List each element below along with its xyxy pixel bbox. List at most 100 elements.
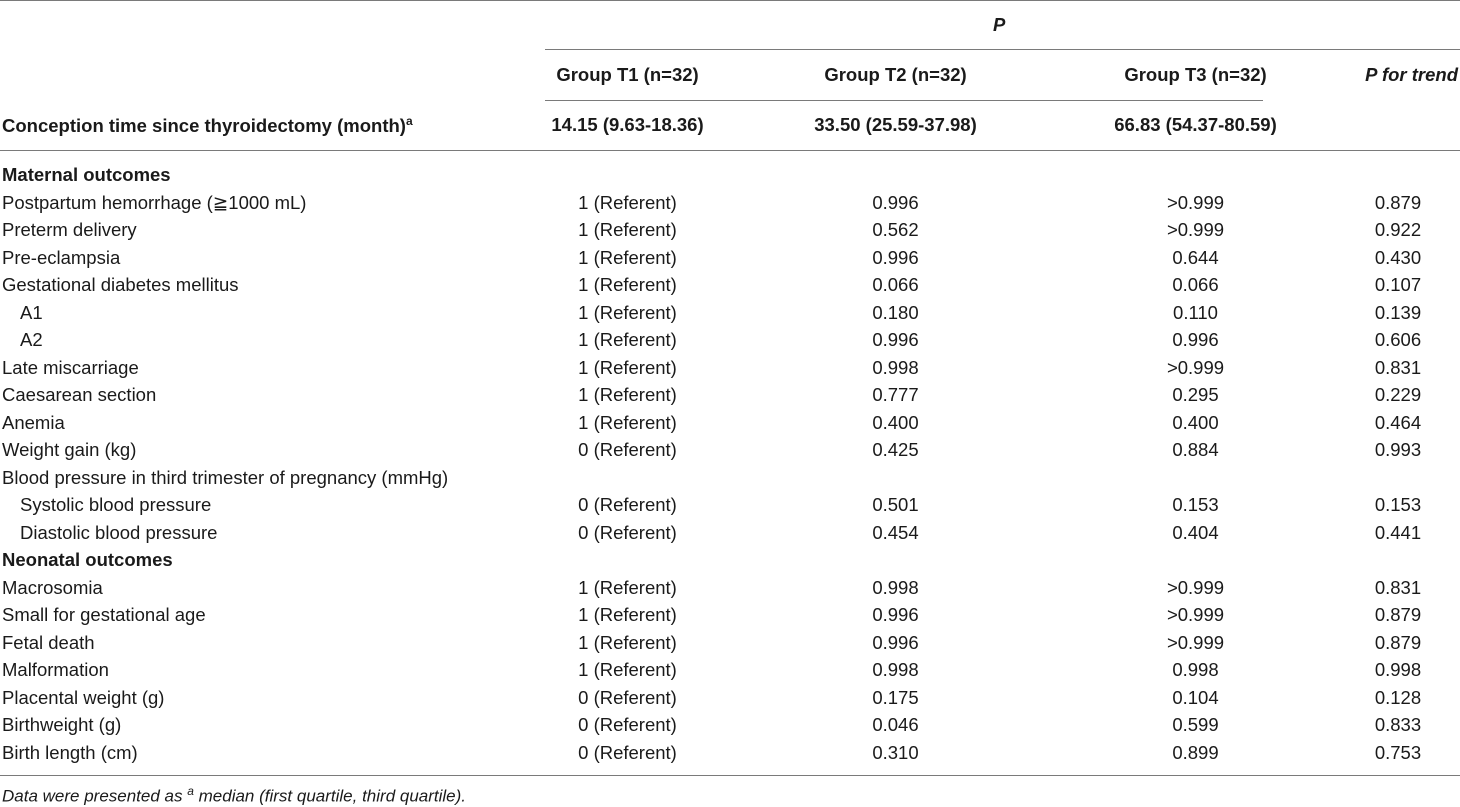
conception-time-t1: 14.15 (9.63-18.36): [551, 114, 704, 135]
t1-value: 1 (Referent): [578, 604, 677, 625]
trend-value: 0.606: [1374, 329, 1422, 350]
table-row: Diastolic blood pressure 0 (Referent) 0.…: [0, 519, 1460, 546]
table-row: A2 1 (Referent) 0.996 0.996 0.606: [0, 326, 1460, 353]
t2-value: 0.066: [872, 274, 919, 295]
t2-value: 0.998: [872, 357, 919, 378]
t3-value: >0.999: [1166, 357, 1225, 378]
row-label: Malformation: [2, 659, 109, 680]
trend-value: 0.879: [1374, 632, 1422, 653]
t1-value: 0 (Referent): [578, 742, 677, 763]
trend-value: 0.139: [1374, 302, 1422, 323]
table-row: Birth length (cm) 0 (Referent) 0.310 0.8…: [0, 739, 1460, 766]
table-row: Small for gestational age 1 (Referent) 0…: [0, 601, 1460, 628]
table-row: Birthweight (g) 0 (Referent) 0.046 0.599…: [0, 711, 1460, 738]
t2-value: 0.998: [872, 577, 919, 598]
t3-value: >0.999: [1166, 577, 1225, 598]
t1-value: 0 (Referent): [578, 494, 677, 515]
t3-value: 0.110: [1173, 302, 1218, 323]
row-label: Weight gain (kg): [2, 439, 137, 460]
group-t3-header: Group T3 (n=32): [1124, 64, 1267, 85]
t2-value: 0.996: [872, 247, 919, 268]
section-header-maternal: Maternal outcomes: [0, 161, 1460, 188]
t1-value: 1 (Referent): [578, 577, 677, 598]
table-row: Late miscarriage 1 (Referent) 0.998 >0.9…: [0, 354, 1460, 381]
t3-value: 0.295: [1172, 384, 1219, 405]
t1-value: 1 (Referent): [578, 329, 677, 350]
table-top-rule: [0, 0, 1460, 1]
table-row: Postpartum hemorrhage (≧1000 mL) 1 (Refe…: [0, 189, 1460, 216]
trend-value: 0.993: [1374, 439, 1422, 460]
t3-value: 0.644: [1172, 247, 1219, 268]
row-label: Caesarean section: [2, 384, 157, 405]
t2-value: 0.310: [872, 742, 919, 763]
footnote-text-before: Data were presented as: [2, 786, 188, 806]
t2-value: 0.454: [872, 522, 919, 543]
t1-value: 1 (Referent): [578, 219, 677, 240]
t1-value: 0 (Referent): [578, 714, 677, 735]
row-label: Fetal death: [2, 632, 95, 653]
trend-value: 0.831: [1374, 577, 1422, 598]
t2-value: 0.501: [872, 494, 919, 515]
row-label: Small for gestational age: [2, 604, 206, 625]
t3-value: 0.400: [1172, 412, 1219, 433]
section-title: Neonatal outcomes: [2, 549, 173, 570]
t1-value: 1 (Referent): [578, 632, 677, 653]
t1-value: 0 (Referent): [578, 439, 677, 460]
t3-value: 0.599: [1172, 714, 1219, 735]
row-label: A1: [20, 302, 43, 323]
t2-value: 0.175: [872, 687, 919, 708]
t1-value: 1 (Referent): [578, 412, 677, 433]
t1-value: 1 (Referent): [578, 659, 677, 680]
t2-value: 0.998: [872, 659, 919, 680]
t2-value: 0.180: [872, 302, 919, 323]
t2-value: 0.046: [872, 714, 919, 735]
section-header-neonatal: Neonatal outcomes: [0, 546, 1460, 573]
row-label: Birth length (cm): [2, 742, 138, 763]
table-row: Weight gain (kg) 0 (Referent) 0.425 0.88…: [0, 436, 1460, 463]
trend-value: 0.441: [1374, 522, 1422, 543]
trend-value: 0.128: [1374, 687, 1422, 708]
trend-value: 0.879: [1374, 604, 1422, 625]
table-row: Placental weight (g) 0 (Referent) 0.175 …: [0, 684, 1460, 711]
t3-value: 0.153: [1172, 494, 1219, 515]
header-bottom-rule: [0, 150, 1460, 151]
t2-value: 0.562: [872, 219, 919, 240]
t3-value: 0.998: [1172, 659, 1219, 680]
section-title: Maternal outcomes: [2, 164, 171, 185]
row-label: Placental weight (g): [2, 687, 165, 708]
table-row: Caesarean section 1 (Referent) 0.777 0.2…: [0, 381, 1460, 408]
row-label: Blood pressure in third trimester of pre…: [2, 467, 449, 488]
row-label: Pre-eclampsia: [2, 247, 121, 268]
row-label: Preterm delivery: [2, 219, 137, 240]
trend-value: 0.229: [1374, 384, 1422, 405]
row-label: Birthweight (g): [2, 714, 122, 735]
trend-value: 0.831: [1374, 357, 1422, 378]
t1-value: 1 (Referent): [578, 192, 677, 213]
t3-value: 0.884: [1172, 439, 1219, 460]
t1-value: 1 (Referent): [578, 384, 677, 405]
conception-time-t3: 66.83 (54.37-80.59): [1114, 114, 1277, 135]
row-label: Systolic blood pressure: [20, 494, 212, 515]
group-t1-header: Group T1 (n=32): [556, 64, 699, 85]
footnote-mark: a: [187, 784, 194, 798]
t1-value: 1 (Referent): [578, 274, 677, 295]
table-row: Pre-eclampsia 1 (Referent) 0.996 0.644 0…: [0, 244, 1460, 271]
trend-value: 0.922: [1374, 219, 1422, 240]
t1-value: 1 (Referent): [578, 357, 677, 378]
table-row: Preterm delivery 1 (Referent) 0.562 >0.9…: [0, 216, 1460, 243]
table-row: Macrosomia 1 (Referent) 0.998 >0.999 0.8…: [0, 574, 1460, 601]
trend-value: 0.430: [1374, 247, 1422, 268]
row-label: Anemia: [2, 412, 65, 433]
trend-value: 0.879: [1374, 192, 1422, 213]
table-footnote: Data were presented as a median (first q…: [2, 784, 466, 807]
row-label: Late miscarriage: [2, 357, 139, 378]
table-row: Malformation 1 (Referent) 0.998 0.998 0.…: [0, 656, 1460, 683]
t1-value: 0 (Referent): [578, 687, 677, 708]
p-header: P: [993, 14, 1006, 35]
table-row: A1 1 (Referent) 0.180 0.110 0.139: [0, 299, 1460, 326]
group-t2-header: Group T2 (n=32): [824, 64, 967, 85]
t3-value: 0.104: [1172, 687, 1219, 708]
group-header-underline: [545, 100, 1263, 101]
trend-value: 0.833: [1374, 714, 1422, 735]
table-row: Fetal death 1 (Referent) 0.996 >0.999 0.…: [0, 629, 1460, 656]
